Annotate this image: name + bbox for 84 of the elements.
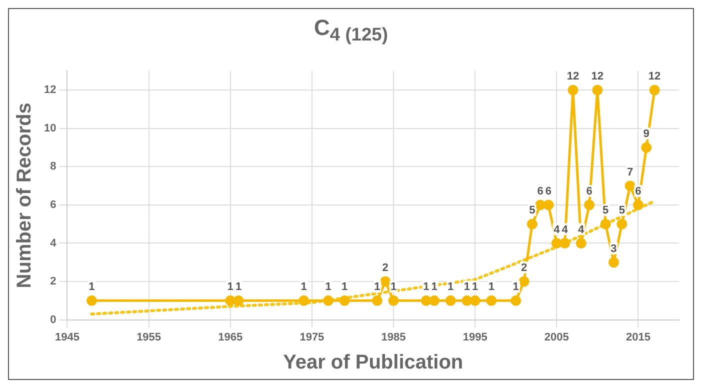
data-label: 4 bbox=[578, 224, 586, 236]
data-label: 1 bbox=[390, 281, 397, 294]
point bbox=[543, 200, 554, 210]
data-label: 1 bbox=[431, 281, 438, 294]
point bbox=[233, 295, 244, 306]
point bbox=[641, 142, 652, 153]
data-label: 1 bbox=[235, 281, 242, 294]
point bbox=[649, 84, 660, 96]
x-tick-label: 1945 bbox=[54, 331, 80, 344]
point bbox=[298, 295, 310, 306]
x-tick-label: 2005 bbox=[544, 331, 569, 344]
point bbox=[339, 295, 350, 306]
data-label: 1 bbox=[325, 281, 332, 294]
point bbox=[526, 218, 538, 230]
data-label: 5 bbox=[602, 204, 609, 217]
data-label: 1 bbox=[488, 281, 494, 294]
chart-title: C$_{4 (125)}$ bbox=[313, 14, 389, 46]
point bbox=[225, 295, 236, 306]
x-tick-label: 1965 bbox=[218, 331, 243, 344]
data-label: 2 bbox=[520, 262, 528, 274]
y-axis-title: Number of Records bbox=[14, 102, 36, 288]
data-label: 2 bbox=[382, 262, 388, 274]
data-label: 5 bbox=[618, 204, 625, 217]
data-label: 1 bbox=[512, 281, 519, 294]
point bbox=[616, 218, 628, 230]
point bbox=[632, 200, 644, 210]
data-label: 4 bbox=[562, 224, 569, 236]
point bbox=[551, 238, 562, 248]
data-label: 1 bbox=[227, 281, 234, 294]
point bbox=[624, 180, 636, 192]
data-label: 1 bbox=[300, 281, 307, 294]
point bbox=[608, 257, 619, 268]
data-label: 1 bbox=[464, 281, 470, 294]
x-tick-label: 1955 bbox=[136, 331, 162, 344]
point bbox=[429, 295, 440, 306]
y-tick-label: 0 bbox=[50, 314, 56, 326]
x-tick-label: 1985 bbox=[381, 331, 406, 344]
data-label: 4 bbox=[554, 224, 561, 236]
data-label: 6 bbox=[635, 186, 642, 198]
data-label: 7 bbox=[626, 166, 634, 178]
data-label: 9 bbox=[643, 128, 650, 140]
data-label: 1 bbox=[374, 281, 380, 294]
y-tick-label: 12 bbox=[44, 84, 56, 96]
data-label: 3 bbox=[610, 242, 617, 255]
point bbox=[535, 200, 546, 210]
y-tick-label: 8 bbox=[50, 160, 56, 173]
data-label: 1 bbox=[342, 281, 348, 294]
point bbox=[86, 295, 97, 306]
x-tick-label: 1975 bbox=[300, 331, 324, 344]
y-tick-label: 10 bbox=[44, 122, 56, 134]
point bbox=[576, 238, 586, 248]
x-tick-label: 2015 bbox=[626, 331, 650, 344]
y-tick-label: 2 bbox=[50, 276, 56, 288]
point bbox=[486, 295, 497, 306]
point bbox=[518, 276, 530, 287]
data-label: 12 bbox=[591, 70, 604, 83]
data-label: 5 bbox=[529, 204, 536, 217]
point bbox=[380, 276, 391, 287]
point bbox=[592, 84, 603, 96]
point bbox=[462, 295, 472, 306]
point bbox=[323, 295, 334, 306]
data-label: 12 bbox=[566, 70, 580, 83]
point bbox=[584, 200, 595, 210]
point bbox=[420, 295, 432, 306]
data-label: 6 bbox=[537, 186, 544, 198]
data-label: 12 bbox=[648, 70, 661, 83]
point bbox=[388, 295, 399, 306]
point bbox=[568, 84, 578, 96]
point bbox=[600, 218, 611, 230]
data-label: 1 bbox=[423, 281, 430, 294]
x-tick-label: 1995 bbox=[462, 331, 488, 344]
point bbox=[372, 295, 382, 306]
data-label: 1 bbox=[88, 281, 95, 294]
y-tick-label: 6 bbox=[50, 199, 56, 211]
point bbox=[470, 295, 480, 306]
data-label: 6 bbox=[586, 186, 592, 198]
point bbox=[510, 295, 522, 306]
data-label: 1 bbox=[448, 281, 454, 294]
data-label: 6 bbox=[545, 186, 552, 198]
x-axis-title: Year of Publication bbox=[283, 352, 464, 374]
point bbox=[445, 295, 456, 306]
point bbox=[560, 238, 570, 248]
data-label: 1 bbox=[472, 281, 478, 294]
y-tick-label: 4 bbox=[50, 237, 58, 250]
